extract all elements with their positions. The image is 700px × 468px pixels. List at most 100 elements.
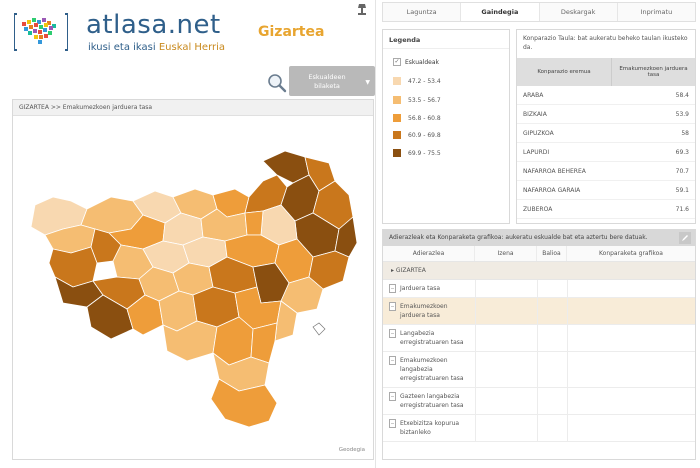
comparison-col-name: Konparazio eremua: [517, 58, 612, 86]
comparison-col-value: Emakumezkoen jarduera tasa: [619, 66, 688, 78]
comparison-table-header: Konparazio eremua Emakumezkoen jarduera …: [517, 58, 695, 86]
legend-swatch: [393, 96, 401, 104]
indicator-label: Jarduera tasa: [400, 285, 440, 292]
col-value: Balioa: [537, 246, 567, 261]
row-value: 71.6: [675, 205, 689, 213]
table-row[interactable]: LAPURDI 69.3: [517, 143, 695, 162]
document-icon: [389, 356, 396, 365]
indicator-group[interactable]: ▸ GIZARTEA: [383, 262, 695, 280]
legend-item: 69.9 - 75.5: [393, 149, 441, 157]
tab-gaindegia[interactable]: Gaindegia: [461, 3, 540, 21]
logo-subtitle: ikusi eta ikasi Euskal Herria: [88, 42, 225, 53]
row-value: 58: [681, 129, 689, 137]
indicator-label: Gazteen langabezia erregistratuaren tasa: [400, 393, 464, 409]
comparison-panel: Konparazio Taula: bat aukeratu beheko ta…: [516, 29, 696, 224]
tab-inprimatu[interactable]: Inprimatu: [640, 8, 673, 16]
pencil-icon[interactable]: [679, 232, 691, 244]
map-region: [274, 300, 298, 342]
legend-checkbox-row[interactable]: ✓ Eskualdeak: [393, 58, 439, 66]
map-breadcrumb: GIZARTEA >> Emakumezkoen jarduera tasa: [13, 100, 373, 116]
region-search-dropdown[interactable]: Eskualdeen bilaketa ▼: [289, 66, 375, 96]
table-row[interactable]: ARABA 58.4: [517, 86, 695, 105]
region-search-label-2: bilaketa: [314, 82, 340, 90]
indicator-label: Langabezia erregistratuaren tasa: [400, 330, 464, 346]
indicator-label: Etxebizitza kopurua biztanleko: [400, 420, 460, 436]
legend-swatch: [393, 114, 401, 122]
legend-item-label: 53.5 - 56.7: [408, 96, 441, 104]
list-item[interactable]: Jarduera tasa: [383, 280, 695, 298]
row-value: 59.1: [675, 186, 689, 194]
legend-checkbox-label: Eskualdeak: [405, 58, 440, 66]
legend-item-label: 56.8 - 60.8: [408, 114, 441, 122]
row-value: 69.3: [675, 148, 689, 156]
indicator-label: Emakumezkoen jarduera tasa: [400, 303, 448, 319]
legend-swatch: [393, 77, 401, 85]
map-region: [250, 322, 278, 364]
row-name: ZUBEROA: [523, 205, 553, 213]
legend-swatch: [393, 131, 401, 139]
comparison-description: Konparazio Taula: bat aukeratu beheko ta…: [523, 35, 688, 51]
list-item[interactable]: Etxebizitza kopurua biztanleko: [383, 415, 695, 442]
indicator-group-label: GIZARTEA: [395, 267, 426, 274]
row-name: LAPURDI: [523, 148, 550, 156]
checkbox-icon[interactable]: ✓: [393, 58, 401, 66]
search-icon[interactable]: [267, 73, 287, 93]
col-chart: Konparaketa grafikoa: [599, 250, 663, 257]
map-region: [210, 378, 278, 428]
map-region: [244, 210, 264, 236]
table-row[interactable]: BIZKAIA 53.9: [517, 105, 695, 124]
document-icon: [389, 419, 396, 428]
indicator-label: Emakumezkoen langabezia erregistratuaren…: [400, 357, 464, 382]
map-enclave: [312, 322, 326, 336]
collapse-arrow-icon: ▸: [391, 267, 396, 274]
list-item[interactable]: Emakumezkoen langabezia erregistratuaren…: [383, 352, 695, 388]
row-name: NAFARROA GARAIA: [523, 186, 581, 194]
col-indicator: Adierazlea: [383, 246, 475, 261]
region-search-label-1: Eskualdeen: [308, 73, 346, 81]
section-title: Gizartea: [258, 24, 325, 40]
table-row[interactable]: NAFARROA GARAIA 59.1: [517, 181, 695, 200]
row-name: GIPUZKOA: [523, 129, 554, 137]
legend-item: 53.5 - 56.7: [393, 96, 441, 104]
map-region: [334, 216, 358, 258]
legend-item: 47.2 - 53.4: [393, 77, 441, 85]
row-value: 53.9: [675, 110, 689, 118]
row-name: NAFARROA BEHEREA: [523, 167, 586, 175]
list-item[interactable]: Langabezia erregistratuaren tasa: [383, 325, 695, 352]
row-name: BIZKAIA: [523, 110, 547, 118]
logo-title: atlasa.net: [86, 10, 221, 40]
legend-item-label: 47.2 - 53.4: [408, 77, 441, 85]
document-icon: [389, 392, 396, 401]
vertical-divider: [375, 0, 376, 468]
map-panel: GIZARTEA >> Emakumezkoen jarduera tasa: [12, 99, 374, 460]
table-row[interactable]: GIPUZKOA 58: [517, 124, 695, 143]
tab-laguntza[interactable]: Laguntza: [383, 3, 462, 21]
indicator-table-header: Adierazlea Izena Balioa Konparaketa graf…: [383, 246, 695, 262]
logo-subtitle-accent: Euskal Herria: [158, 42, 226, 53]
lamp-icon[interactable]: [356, 2, 368, 16]
document-icon: [389, 329, 396, 338]
row-value: 58.4: [675, 91, 689, 99]
legend-item: 56.8 - 60.8: [393, 114, 441, 122]
logo-subtitle-main: ikusi eta ikasi: [88, 42, 159, 53]
table-row[interactable]: NAFARROA BEHEREA 70.7: [517, 162, 695, 181]
legend-panel: Legenda ✓ Eskualdeak 47.2 - 53.4 53.5 - …: [382, 29, 510, 224]
legend-title: Legenda: [383, 30, 509, 49]
map-credit: Geodegia: [338, 447, 365, 453]
row-name: ARABA: [523, 91, 544, 99]
legend-item: 60.9 - 69.8: [393, 131, 441, 139]
logo-mark-icon: [14, 13, 68, 51]
choropleth-map[interactable]: [13, 117, 373, 460]
top-tabs: Laguntza Gaindegia Deskargak Inprimatu: [382, 2, 696, 22]
list-item[interactable]: Gazteen langabezia erregistratuaren tasa: [383, 388, 695, 415]
logo[interactable]: atlasa.net ikusi eta ikasi Euskal Herria: [14, 8, 225, 54]
document-icon: [389, 302, 396, 311]
chevron-down-icon: ▼: [365, 79, 370, 86]
document-icon: [389, 284, 396, 293]
table-row[interactable]: ZUBEROA 71.6: [517, 200, 695, 219]
legend-item-label: 60.9 - 69.8: [408, 131, 441, 139]
tab-deskargak[interactable]: Deskargak: [540, 3, 618, 21]
list-item-selected[interactable]: Emakumezkoen jarduera tasa: [383, 298, 695, 325]
indicator-panel: Adierazleak eta Konparaketa grafikoa: au…: [382, 229, 696, 460]
